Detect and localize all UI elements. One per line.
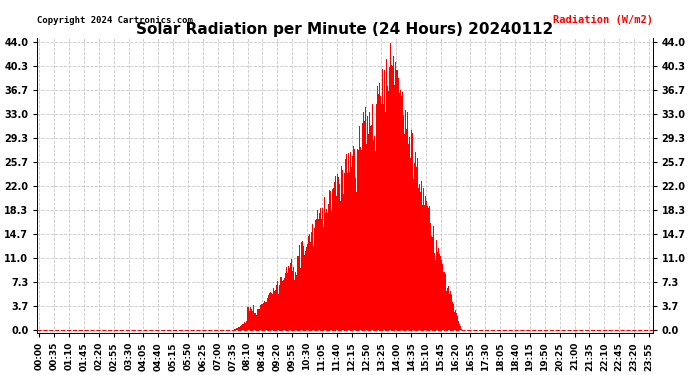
Text: Radiation (W/m2): Radiation (W/m2) — [553, 15, 653, 25]
Title: Solar Radiation per Minute (24 Hours) 20240112: Solar Radiation per Minute (24 Hours) 20… — [137, 22, 553, 37]
Text: Copyright 2024 Cartronics.com: Copyright 2024 Cartronics.com — [37, 16, 193, 25]
